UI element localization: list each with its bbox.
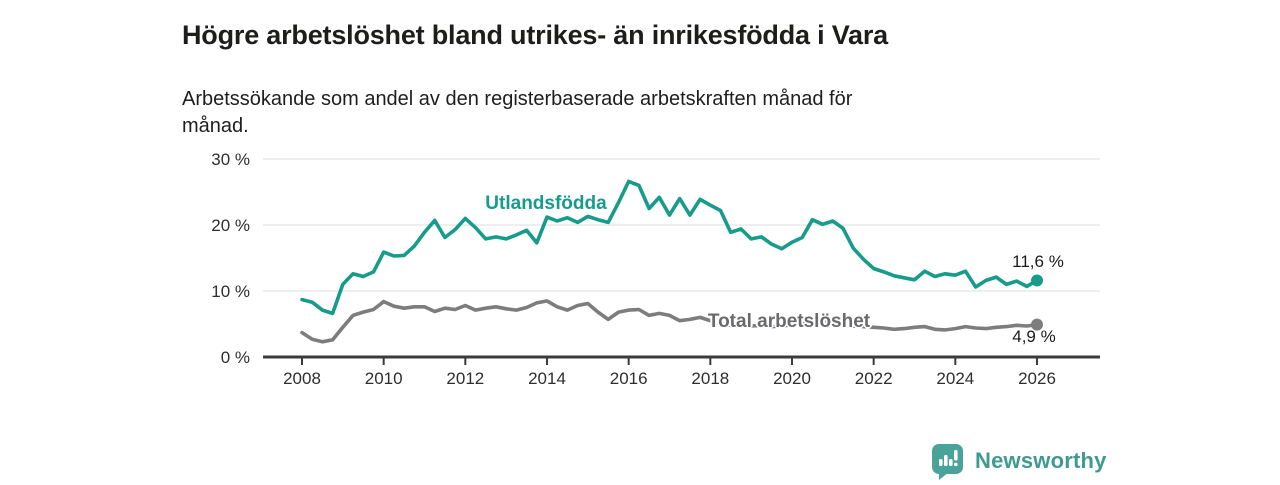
svg-text:10 %: 10 % <box>211 282 250 301</box>
svg-text:2014: 2014 <box>528 369 566 388</box>
svg-text:0 %: 0 % <box>221 348 250 367</box>
end-value-total-arbetsloshet: 4,9 % <box>1012 327 1056 346</box>
chart-title: Högre arbetslöshet bland utrikes- än inr… <box>182 20 889 51</box>
end-value-utlandsfodda: 11,6 % <box>1012 252 1064 271</box>
newsworthy-bar-chart-icon <box>932 444 963 480</box>
newsworthy-wordmark: Newsworthy <box>975 448 1107 473</box>
svg-text:2020: 2020 <box>773 369 811 388</box>
svg-text:2016: 2016 <box>610 369 648 388</box>
svg-text:2024: 2024 <box>936 369 974 388</box>
svg-text:2022: 2022 <box>855 369 893 388</box>
chart-subtitle: Arbetssökande som andel av den registerb… <box>182 88 853 137</box>
svg-text:2010: 2010 <box>365 369 403 388</box>
series-label-utlandsfodda: Utlandsfödda <box>485 193 607 214</box>
svg-text:2008: 2008 <box>283 369 321 388</box>
newsworthy-logo: Newsworthy <box>930 442 1107 480</box>
svg-text:2012: 2012 <box>446 369 484 388</box>
svg-text:30 %: 30 % <box>211 150 250 169</box>
svg-text:2018: 2018 <box>691 369 729 388</box>
svg-text:20 %: 20 % <box>211 216 250 235</box>
svg-text:2026: 2026 <box>1018 369 1056 388</box>
series-label-total-arbetsloshet: Total arbetslöshet <box>707 311 871 332</box>
